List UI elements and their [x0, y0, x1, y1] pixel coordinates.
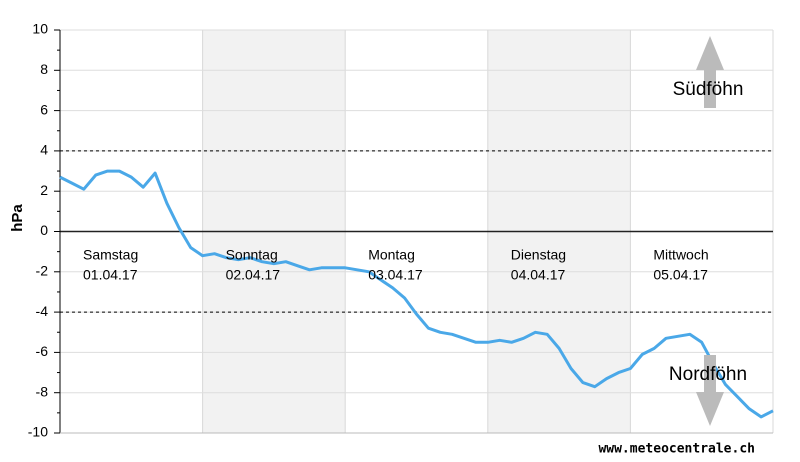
data-line: [59, 169, 774, 419]
y-tick-label: 2: [40, 182, 48, 198]
annotation: Nordföhn: [669, 364, 747, 385]
day-date: 05.04.17: [653, 267, 708, 283]
day-name: Montag: [368, 246, 415, 262]
y-tick-label: 8: [40, 61, 48, 77]
y-tick-label: -8: [36, 383, 49, 399]
annotation: Südföhn: [673, 79, 744, 100]
day-date: 02.04.17: [226, 267, 281, 283]
y-tick-label: -10: [28, 424, 48, 440]
y-axis-label: hPa: [9, 204, 26, 232]
y-tick-label: -4: [36, 303, 49, 319]
source: www.meteocentrale.ch: [598, 442, 755, 457]
day-date: 03.04.17: [368, 267, 423, 283]
day-name: Dienstag: [511, 246, 566, 262]
y-tick-label: 10: [32, 21, 48, 37]
down-arrow: [696, 355, 724, 426]
grid: [54, 29, 774, 434]
y-tick-label: 0: [40, 222, 48, 238]
y-tick-label: -6: [36, 343, 49, 359]
y-tick-label: 4: [40, 142, 48, 158]
day-name: Samstag: [83, 246, 138, 262]
day-date: 01.04.17: [83, 267, 138, 283]
day-name: Sonntag: [226, 246, 278, 262]
y-tick-label: -2: [36, 263, 49, 279]
day-date: 04.04.17: [511, 267, 566, 283]
y-tick-label: 6: [40, 101, 48, 117]
labels: Samstag 01.04.17 Sonntag 02.04.17 Montag 03.0…: [28, 21, 709, 440]
up-arrow: [696, 36, 724, 108]
day-name: Mittwoch: [653, 246, 708, 262]
marks: [59, 169, 774, 419]
